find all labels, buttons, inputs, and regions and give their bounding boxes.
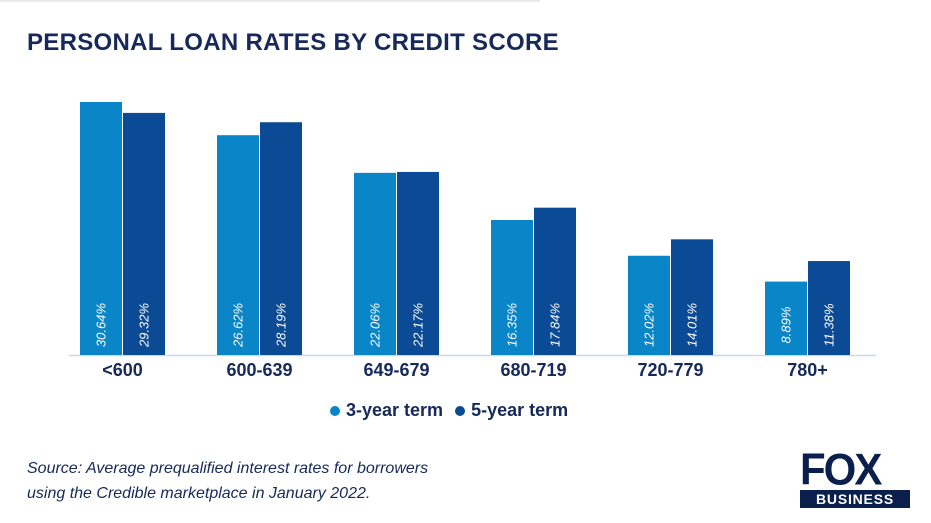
bar-5-year bbox=[808, 261, 850, 355]
bar-3-year bbox=[354, 172, 396, 355]
x-tick-label: <600 bbox=[102, 360, 143, 380]
bar-value-label: 22.17% bbox=[411, 303, 426, 348]
bar-3-year bbox=[491, 219, 533, 355]
x-tick-label: 600-639 bbox=[226, 360, 292, 380]
logo-business-text: BUSINESS bbox=[800, 490, 910, 508]
legend-swatch-5-year bbox=[455, 405, 466, 416]
bar-3-year bbox=[628, 255, 670, 355]
bar-value-label: 12.02% bbox=[642, 303, 657, 347]
bar-3-year bbox=[80, 102, 122, 355]
bar-chart: 30.64% 29.32% <600 26.62% 28.19% 600-639 22.06… bbox=[69, 102, 876, 380]
x-tick-label: 720-779 bbox=[637, 360, 703, 380]
top-divider bbox=[0, 0, 540, 2]
bar-5-year bbox=[397, 171, 439, 355]
bar-3-year bbox=[765, 281, 807, 355]
bar-value-label: 17.84% bbox=[548, 303, 563, 347]
bar-value-label: 28.19% bbox=[274, 303, 289, 348]
bar-value-label: 22.06% bbox=[368, 303, 383, 348]
x-tick-label: 680-719 bbox=[500, 360, 566, 380]
bar-value-label: 8.89% bbox=[779, 307, 794, 344]
bar-value-label: 29.32% bbox=[137, 303, 152, 348]
bar-5-year bbox=[671, 239, 713, 355]
bar-value-label: 14.01% bbox=[685, 303, 700, 347]
legend-swatch-3-year bbox=[330, 405, 340, 416]
legend-label-3-year: 3-year term bbox=[346, 400, 444, 420]
bar-value-label: 30.64% bbox=[94, 303, 109, 347]
bar-value-label: 26.62% bbox=[231, 303, 246, 348]
x-tick-label: 780+ bbox=[787, 360, 828, 380]
fox-business-logo: FOX BUSINESS bbox=[800, 445, 910, 510]
bar-value-label: 16.35% bbox=[505, 303, 520, 347]
legend-label-5-year: 5-year term bbox=[471, 400, 569, 420]
bar-3-year bbox=[217, 135, 259, 355]
chart-title: PERSONAL LOAN RATES BY CREDIT SCORE bbox=[27, 29, 559, 56]
source-line-2: using the Credible marketplace in Januar… bbox=[27, 485, 371, 502]
bar-5-year bbox=[260, 122, 302, 355]
bar-value-label: 11.38% bbox=[822, 303, 837, 346]
source-note: Source: Average prequalified interest ra… bbox=[27, 456, 428, 506]
legend: 3-year term 5-year term bbox=[330, 400, 568, 421]
source-line-1: Source: Average prequalified interest ra… bbox=[27, 460, 429, 477]
bar-5-year bbox=[534, 207, 576, 355]
legend-item-3-year: 3-year term bbox=[330, 400, 443, 421]
legend-item-5-year: 5-year term bbox=[455, 400, 568, 421]
logo-fox-text: FOX bbox=[800, 444, 882, 495]
bar-5-year bbox=[123, 112, 165, 355]
x-tick-label: 649-679 bbox=[363, 360, 429, 380]
